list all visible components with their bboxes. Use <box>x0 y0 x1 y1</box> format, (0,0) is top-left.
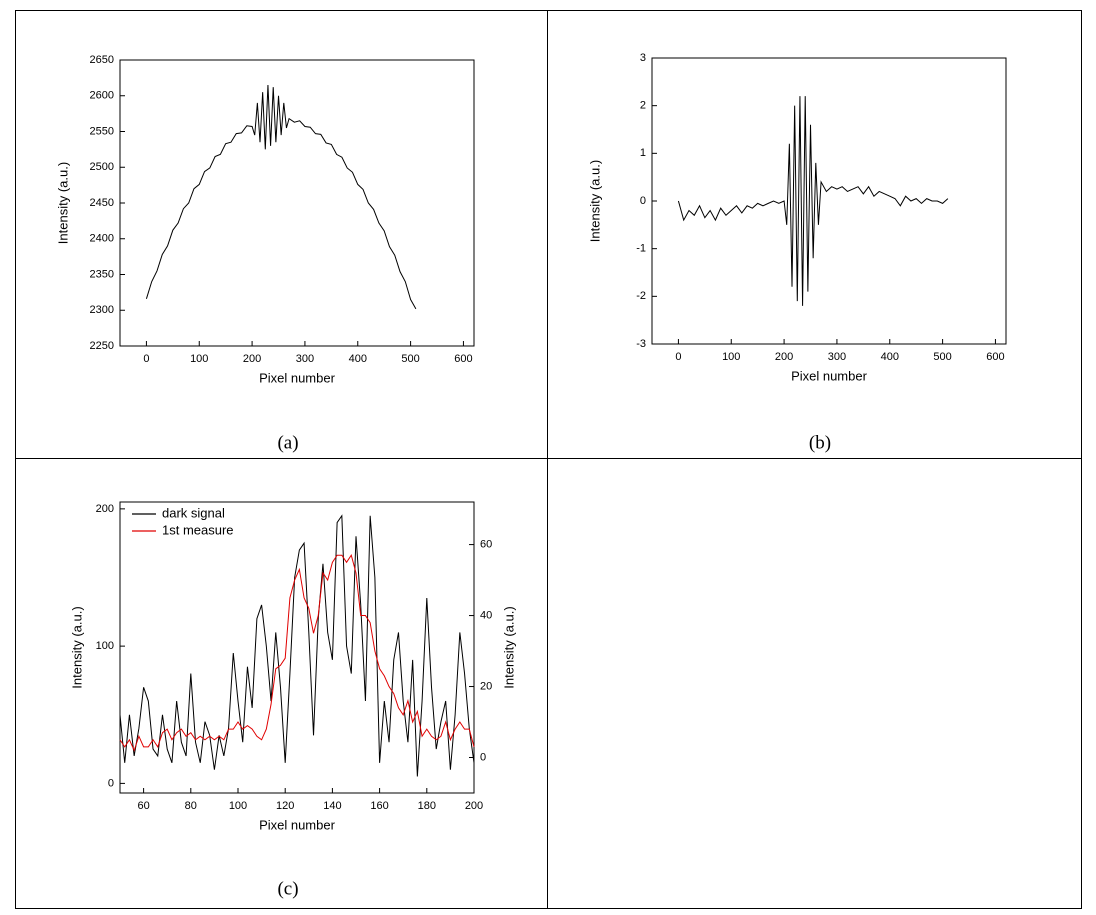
y-tick-label: 2650 <box>90 54 114 66</box>
x-tick-label: 500 <box>401 353 419 365</box>
data-line <box>145 85 417 310</box>
y-tick-label: 3 <box>640 52 646 64</box>
x-tick-label: 160 <box>370 800 388 812</box>
y-tick-label: -3 <box>636 338 646 350</box>
y-axis-label: Intensity (a.u.) <box>69 606 84 688</box>
y-tick-label: 0 <box>108 777 114 789</box>
y-tick-label: 200 <box>96 503 114 515</box>
y-tick-label: 2550 <box>90 125 114 137</box>
x-tick-label: 600 <box>454 353 472 365</box>
y-tick-label: 2350 <box>90 268 114 280</box>
x-tick-label: 0 <box>143 353 149 365</box>
x-tick-label: 400 <box>349 353 367 365</box>
y-tick-label: 2300 <box>90 304 114 316</box>
y-tick-label: 2400 <box>90 233 114 245</box>
x-tick-label: 200 <box>465 800 483 812</box>
x-tick-label: 140 <box>323 800 341 812</box>
caption: (c) <box>277 878 298 899</box>
y-tick-label: -1 <box>636 243 646 255</box>
x-tick-label: 60 <box>137 800 149 812</box>
x-tick-label: 400 <box>881 351 899 363</box>
data-line <box>119 514 475 777</box>
y2-tick-label: 20 <box>480 680 492 692</box>
y-tick-label: 2600 <box>90 90 114 102</box>
y2-tick-label: 0 <box>480 751 486 763</box>
x-tick-label: 100 <box>190 353 208 365</box>
y2-axis-label: Intensity (a.u.) <box>501 606 516 688</box>
legend-label: 1st measure <box>162 522 234 537</box>
plot-frame <box>651 57 1007 345</box>
y-tick-label: -2 <box>636 290 646 302</box>
x-tick-label: 80 <box>185 800 197 812</box>
caption: (a) <box>277 432 298 453</box>
y-tick-label: 100 <box>96 640 114 652</box>
y-tick-label: 1 <box>640 147 646 159</box>
legend-label: dark signal <box>162 505 225 520</box>
data-line <box>677 96 949 306</box>
y-tick-label: 2 <box>640 100 646 112</box>
x-tick-label: 180 <box>418 800 436 812</box>
table-border <box>15 10 1082 909</box>
y-tick-label: 2450 <box>90 197 114 209</box>
x-tick-label: 300 <box>828 351 846 363</box>
data-line <box>119 554 475 752</box>
y-tick-label: 0 <box>640 195 646 207</box>
x-tick-label: 600 <box>986 351 1004 363</box>
x-axis-label: Pixel number <box>791 368 868 383</box>
caption: (b) <box>809 432 831 453</box>
x-tick-label: 500 <box>933 351 951 363</box>
y-tick-label: 2250 <box>90 340 114 352</box>
x-tick-label: 300 <box>296 353 314 365</box>
x-axis-label: Pixel number <box>259 370 336 385</box>
y-axis-label: Intensity (a.u.) <box>55 162 70 244</box>
y-axis-label: Intensity (a.u.) <box>587 160 602 242</box>
x-tick-label: 0 <box>675 351 681 363</box>
x-tick-label: 200 <box>775 351 793 363</box>
y2-tick-label: 60 <box>480 538 492 550</box>
x-tick-label: 120 <box>276 800 294 812</box>
x-axis-label: Pixel number <box>259 817 336 832</box>
plot-frame <box>119 501 475 794</box>
x-tick-label: 100 <box>722 351 740 363</box>
x-tick-label: 100 <box>229 800 247 812</box>
x-tick-label: 200 <box>243 353 261 365</box>
plot-frame <box>119 59 475 347</box>
y-tick-label: 2500 <box>90 161 114 173</box>
y2-tick-label: 40 <box>480 609 492 621</box>
